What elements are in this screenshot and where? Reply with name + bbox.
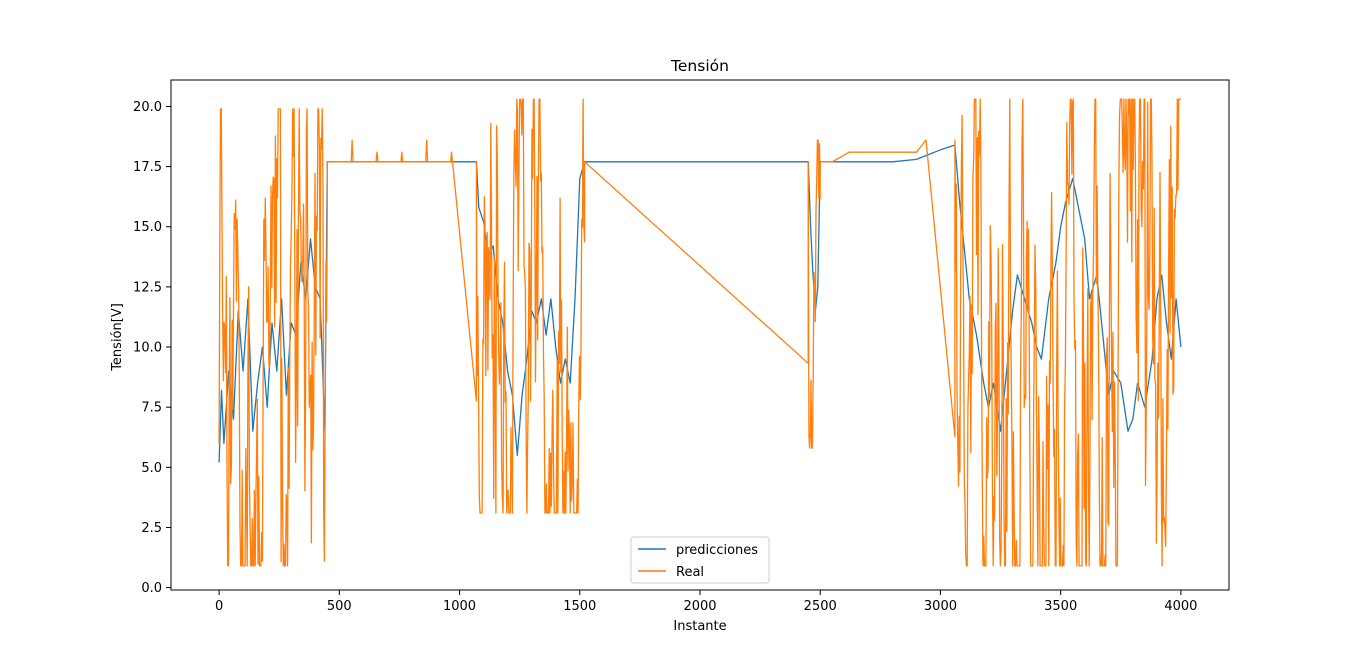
plot-area xyxy=(218,98,1182,567)
x-tick-label: 4000 xyxy=(1164,599,1197,614)
y-tick-label: 5.0 xyxy=(141,461,162,476)
chart-title: Tensión xyxy=(670,57,729,75)
legend: predicciones Real xyxy=(630,536,770,584)
x-tick-label: 3000 xyxy=(924,599,957,614)
x-tick-label: 1000 xyxy=(443,599,476,614)
legend-label-predicciones: predicciones xyxy=(676,543,758,558)
y-axis: 0.0 2.5 5.0 7.5 10.0 12.5 15.0 17.5 20.0 xyxy=(133,100,171,596)
x-tick-label: 0 xyxy=(215,599,223,614)
y-tick-label: 7.5 xyxy=(141,401,162,416)
y-axis-label: Tensión[V] xyxy=(110,303,125,372)
y-tick-label: 17.5 xyxy=(133,160,162,175)
x-tick-label: 2500 xyxy=(804,599,837,614)
y-tick-label: 2.5 xyxy=(141,521,162,536)
y-tick-label: 12.5 xyxy=(133,280,162,295)
y-tick-label: 0.0 xyxy=(141,581,162,596)
x-tick-label: 2000 xyxy=(683,599,716,614)
series-line-real xyxy=(218,98,1181,567)
x-tick-label: 500 xyxy=(327,599,352,614)
x-tick-label: 1500 xyxy=(563,599,596,614)
legend-label-real: Real xyxy=(676,565,704,580)
y-tick-label: 20.0 xyxy=(133,100,162,115)
x-axis-label: Instante xyxy=(673,619,726,634)
x-tick-label: 3500 xyxy=(1044,599,1077,614)
y-tick-label: 10.0 xyxy=(133,341,162,356)
x-axis: 0 500 1000 1500 2000 2500 3000 3500 4000 xyxy=(215,590,1197,614)
y-tick-label: 15.0 xyxy=(133,220,162,235)
